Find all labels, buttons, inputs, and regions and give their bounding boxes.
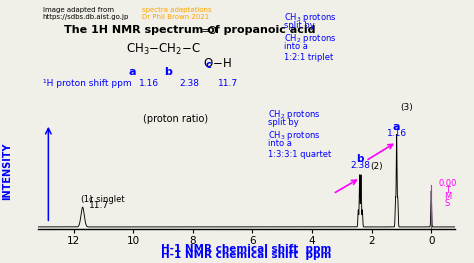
Text: (1): (1) xyxy=(80,195,93,204)
Text: https://sdbs.db.aist.go.jp: https://sdbs.db.aist.go.jp xyxy=(43,14,129,21)
Text: (3): (3) xyxy=(401,103,413,112)
Text: 1:2:1 triplet: 1:2:1 triplet xyxy=(284,53,334,62)
Text: M: M xyxy=(444,193,451,201)
Text: into a: into a xyxy=(268,139,292,148)
Text: CH$_2$ protons: CH$_2$ protons xyxy=(268,108,320,121)
Text: b: b xyxy=(164,67,172,77)
Text: S: S xyxy=(445,199,450,208)
Text: CH$_3$ protons: CH$_3$ protons xyxy=(268,129,320,142)
Text: O$-$H: O$-$H xyxy=(203,57,232,69)
Text: b: b xyxy=(356,154,364,164)
Text: CH$_2$ protons: CH$_2$ protons xyxy=(284,32,337,44)
Text: INTENSITY: INTENSITY xyxy=(2,142,12,200)
Text: into a: into a xyxy=(284,42,308,51)
Text: ¹H proton shift ppm: ¹H proton shift ppm xyxy=(43,79,131,88)
Text: 2.38: 2.38 xyxy=(350,161,370,170)
Text: The 1H NMR spectrum of propanoic acid: The 1H NMR spectrum of propanoic acid xyxy=(64,25,315,35)
Text: T: T xyxy=(445,186,450,195)
Text: a: a xyxy=(393,122,401,132)
Text: CH$_3$ protons: CH$_3$ protons xyxy=(284,11,337,23)
Text: 0.00: 0.00 xyxy=(438,179,457,188)
Text: 11.7: 11.7 xyxy=(218,79,237,88)
Text: 1:3:3:1 quartet: 1:3:3:1 quartet xyxy=(268,150,331,159)
Text: spectra adaptations: spectra adaptations xyxy=(142,7,212,13)
Text: 1.16: 1.16 xyxy=(387,129,407,138)
Text: $\!\!\!\!=\!\!$O: $\!\!\!\!=\!\!$O xyxy=(201,23,217,36)
Text: Dr Phil Brown 2021: Dr Phil Brown 2021 xyxy=(142,14,210,21)
Text: split by: split by xyxy=(284,21,315,30)
Text: split by: split by xyxy=(268,118,299,127)
Text: H-1 NMR chemical shift  ppm: H-1 NMR chemical shift ppm xyxy=(161,250,332,260)
Text: c singlet: c singlet xyxy=(89,195,124,204)
Text: 2.38: 2.38 xyxy=(180,79,200,88)
Text: 1.16: 1.16 xyxy=(139,79,159,88)
Text: c: c xyxy=(206,60,211,70)
Text: (proton ratio): (proton ratio) xyxy=(143,114,208,124)
Text: a: a xyxy=(128,67,136,77)
Text: H-1 NMR chemical shift  ppm: H-1 NMR chemical shift ppm xyxy=(161,244,332,254)
Text: Image adapted from: Image adapted from xyxy=(43,7,114,13)
Text: 11.7: 11.7 xyxy=(89,201,109,210)
Text: CH$_3$$-$CH$_2$$-$C: CH$_3$$-$CH$_2$$-$C xyxy=(126,42,201,57)
Text: (2): (2) xyxy=(370,162,383,171)
